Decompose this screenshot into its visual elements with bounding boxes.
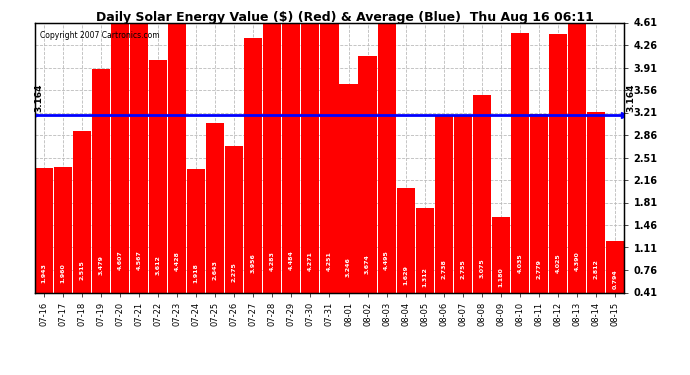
- Bar: [473, 95, 491, 292]
- Bar: [206, 123, 224, 292]
- Text: 1.918: 1.918: [194, 264, 199, 284]
- Bar: [149, 60, 167, 292]
- Bar: [244, 38, 262, 292]
- Bar: [168, 8, 186, 292]
- Bar: [339, 84, 357, 292]
- Bar: [415, 208, 434, 292]
- Bar: [35, 168, 53, 292]
- Text: 3.479: 3.479: [99, 255, 103, 275]
- Bar: [264, 17, 282, 292]
- Bar: [92, 69, 110, 292]
- Bar: [320, 19, 339, 292]
- Bar: [397, 188, 415, 292]
- Text: 4.567: 4.567: [137, 250, 141, 270]
- Bar: [377, 3, 395, 292]
- Text: 4.495: 4.495: [384, 251, 389, 270]
- Bar: [282, 4, 300, 292]
- Bar: [587, 112, 605, 292]
- Text: 1.960: 1.960: [61, 264, 66, 283]
- Text: 4.271: 4.271: [308, 252, 313, 272]
- Bar: [225, 146, 244, 292]
- Text: 3.674: 3.674: [365, 255, 370, 274]
- Text: 1.180: 1.180: [498, 267, 503, 287]
- Bar: [530, 114, 548, 292]
- Text: 1.943: 1.943: [41, 264, 46, 284]
- Bar: [435, 117, 453, 292]
- Text: 2.812: 2.812: [593, 259, 598, 279]
- Text: 3.956: 3.956: [251, 253, 256, 273]
- Text: Copyright 2007 Cartronics.com: Copyright 2007 Cartronics.com: [41, 31, 160, 40]
- Bar: [130, 0, 148, 292]
- Text: 2.779: 2.779: [536, 259, 542, 279]
- Text: 2.515: 2.515: [79, 261, 85, 280]
- Text: 4.283: 4.283: [270, 251, 275, 271]
- Text: 4.428: 4.428: [175, 251, 179, 270]
- Bar: [187, 169, 206, 292]
- Text: 4.484: 4.484: [289, 251, 294, 270]
- Bar: [453, 116, 472, 292]
- Bar: [568, 10, 586, 292]
- Text: 2.643: 2.643: [213, 260, 218, 280]
- Text: 1.629: 1.629: [403, 265, 408, 285]
- Text: 3.075: 3.075: [480, 258, 484, 278]
- Text: 4.607: 4.607: [117, 250, 123, 270]
- Text: Daily Solar Energy Value ($) (Red) & Average (Blue)  Thu Aug 16 06:11: Daily Solar Energy Value ($) (Red) & Ave…: [96, 11, 594, 24]
- Text: 4.035: 4.035: [518, 253, 522, 273]
- Text: 3.164: 3.164: [34, 84, 43, 112]
- Bar: [302, 18, 319, 292]
- Bar: [492, 217, 510, 292]
- Text: 2.275: 2.275: [232, 262, 237, 282]
- Text: 3.612: 3.612: [156, 255, 161, 275]
- Bar: [54, 166, 72, 292]
- Bar: [111, 0, 129, 292]
- Text: 3.246: 3.246: [346, 257, 351, 277]
- Text: 4.390: 4.390: [574, 251, 580, 271]
- Bar: [511, 33, 529, 292]
- Text: 1.312: 1.312: [422, 267, 427, 286]
- Text: 4.251: 4.251: [327, 252, 332, 272]
- Text: 3.164: 3.164: [627, 84, 635, 112]
- Text: 2.738: 2.738: [441, 260, 446, 279]
- Text: 2.755: 2.755: [460, 259, 465, 279]
- Bar: [549, 34, 567, 292]
- Bar: [73, 131, 91, 292]
- Text: 4.025: 4.025: [555, 253, 560, 273]
- Bar: [606, 242, 624, 292]
- Bar: [359, 56, 377, 292]
- Text: 0.794: 0.794: [613, 270, 618, 289]
